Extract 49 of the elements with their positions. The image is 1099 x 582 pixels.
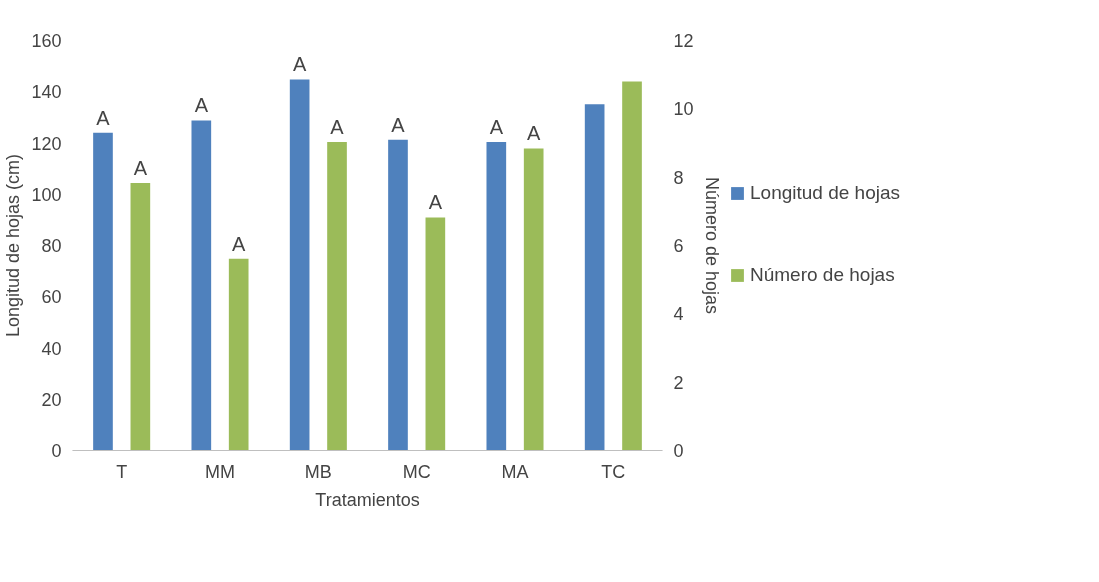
y-tick-label: 120 — [31, 133, 62, 154]
y-axis-title: Longitud de hojas (cm) — [3, 153, 24, 338]
y2-tick-label: 6 — [673, 236, 684, 256]
bar — [523, 148, 544, 451]
y-tick-label: 60 — [41, 287, 62, 308]
bar — [93, 132, 113, 451]
annotation: A — [330, 115, 345, 138]
bar — [289, 79, 310, 451]
legend-label: Número de hojas — [750, 264, 895, 286]
y2-axis-title: Número de hojas — [701, 176, 722, 315]
bar — [425, 217, 446, 451]
annotation: A — [292, 53, 307, 76]
y-tick-label: 100 — [31, 184, 62, 205]
y2-tick-label: 8 — [673, 167, 684, 188]
bar — [584, 104, 605, 451]
annotation: A — [232, 232, 247, 255]
annotation: A — [133, 156, 148, 179]
annotation: A — [96, 106, 111, 129]
y-tick-label: 20 — [41, 389, 62, 410]
annotation: A — [489, 115, 504, 138]
y2-tick-label: 12 — [673, 31, 694, 51]
y-tick-label: 40 — [41, 338, 62, 359]
x-tick-label: MM — [205, 461, 236, 482]
bar — [228, 258, 249, 451]
y-tick-label: 140 — [31, 82, 62, 103]
y2-tick-label: 2 — [673, 372, 684, 393]
bar — [622, 81, 642, 451]
annotation: A — [391, 113, 406, 136]
x-tick-label: MA — [501, 461, 529, 482]
annotation: A — [194, 94, 209, 117]
x-tick-label: TC — [601, 461, 626, 482]
bar — [130, 182, 151, 451]
annotation: A — [527, 122, 542, 145]
y2-tick-label: 0 — [673, 441, 684, 461]
bar — [327, 141, 347, 451]
y-tick-label: 0 — [51, 441, 62, 461]
y2-tick-label: 4 — [673, 304, 684, 325]
y-tick-label: 80 — [41, 236, 62, 256]
legend-label: Longitud de hojas — [750, 182, 901, 204]
x-axis-title: Tratamientos — [315, 489, 420, 510]
bar — [191, 120, 212, 451]
bar — [388, 139, 408, 451]
x-tick-label: T — [116, 461, 128, 482]
annotation: A — [428, 191, 443, 214]
x-tick-label: MC — [402, 461, 431, 482]
bar — [486, 141, 507, 451]
x-tick-label: MB — [304, 461, 332, 482]
y-tick-label: 160 — [31, 31, 62, 51]
y2-tick-label: 10 — [673, 99, 694, 120]
